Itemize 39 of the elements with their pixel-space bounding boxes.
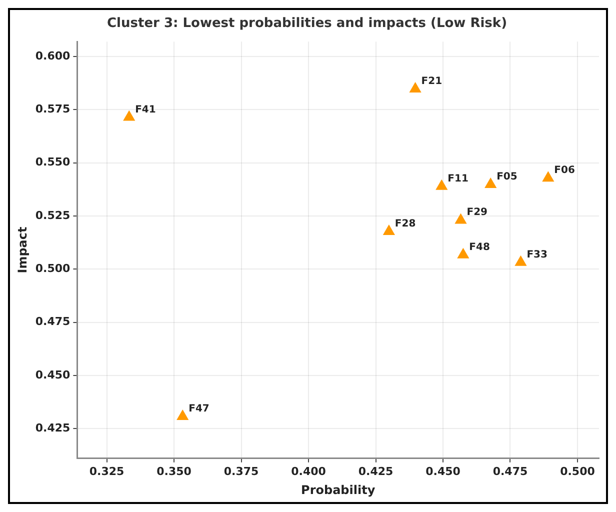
point — [454, 213, 467, 224]
x-tick-label: 0.475 — [492, 464, 528, 478]
y-tick-label: 0.575 — [35, 102, 70, 116]
point — [484, 178, 497, 188]
x-tick-label: 0.375 — [224, 464, 259, 478]
y-tick-label: 0.500 — [35, 262, 71, 275]
x-tick-label: 0.500 — [560, 464, 596, 478]
x-axis-title: Probability — [301, 482, 376, 497]
annotation: F48 — [469, 242, 490, 253]
y-tick-label: 0.550 — [35, 156, 71, 169]
annotation: F41 — [135, 104, 156, 116]
x-tick-label: 0.350 — [156, 464, 192, 478]
annotation: F05 — [496, 172, 518, 183]
annotation: F11 — [448, 173, 468, 184]
point — [514, 255, 527, 266]
y-tick-label: 0.450 — [35, 368, 71, 382]
annotation: F21 — [421, 76, 442, 88]
point — [542, 171, 554, 182]
point — [176, 410, 189, 420]
annotation: F47 — [188, 404, 210, 415]
y-axis-title: Impact — [15, 226, 30, 274]
annotation: F29 — [466, 207, 488, 218]
x-tick-label: 0.450 — [426, 464, 461, 478]
point — [457, 248, 470, 258]
chart-title: Cluster 3: Lowest probabilities and impacts (Low Risk) — [106, 16, 508, 32]
y-tick-label: 0.475 — [35, 315, 70, 328]
annotation: F33 — [526, 249, 548, 260]
x-tick-label: 0.425 — [358, 464, 394, 478]
y-tick-label: 0.600 — [35, 49, 71, 62]
annotation: F28 — [394, 218, 416, 230]
point — [409, 82, 422, 93]
y-tick-label: 0.425 — [35, 421, 70, 434]
point — [123, 110, 136, 121]
y-tick-label: 0.525 — [35, 208, 70, 222]
x-tick-label: 0.400 — [291, 464, 326, 478]
point — [436, 179, 448, 190]
annotation: F06 — [554, 165, 575, 176]
point — [382, 224, 395, 235]
x-tick-label: 0.325 — [89, 464, 124, 478]
